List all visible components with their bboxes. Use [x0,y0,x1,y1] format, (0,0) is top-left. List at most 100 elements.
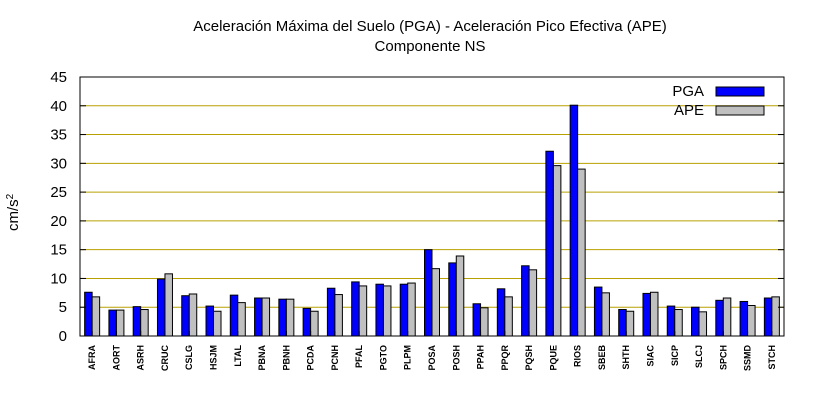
bar-pga-afra [84,291,93,337]
y-tick-label: 10 [50,270,67,287]
bar-ape-slcj [698,311,708,337]
x-tick-label: PPAH [476,345,486,369]
bar-ape-afra [91,296,101,337]
y-tick-label: 25 [50,184,67,201]
bar-pga-plpm [399,283,409,337]
bar-pga-ltal [229,294,239,337]
y-axis-label-exponent: 2 [5,193,16,199]
x-axis-ticks: AFRA AORT ASRH CRUC CSLG HSJM LTAL PBNA PBNH PCDA… [87,331,777,371]
x-tick-label: AFRA [87,345,97,370]
y-axis-ticks: 0 5 10 15 20 25 30 35 40 45 [50,69,784,345]
x-tick-label: CSLG [184,345,194,370]
bar-pga-posh [448,262,457,337]
x-tick-label: PCDA [306,345,316,371]
bar-ape-posh [455,255,465,337]
bar-pga-cslg [181,295,190,337]
y-tick-label: 45 [50,69,67,86]
legend-swatch-ape [715,105,765,116]
x-tick-label: STCH [767,345,777,370]
bar-ape-pcda [310,310,319,337]
bar-pga-pgto [375,283,384,337]
bar-ape-pfal [358,285,368,337]
bar-ape-pbna [261,297,271,337]
x-tick-label: POSH [451,345,461,371]
bar-ape-stch [771,296,780,337]
bar-pga-ssmd [739,300,749,337]
x-tick-label: LTAL [233,344,243,366]
x-tick-label: POSA [427,345,437,371]
bar-ape-shth [625,310,635,337]
x-tick-label: SLCJ [694,345,704,368]
bar-pga-pfal [351,281,360,337]
bar-ape-cruc [164,273,173,337]
bar-pga-ppah [472,303,482,337]
legend: PGA APE [672,83,765,119]
bar-ape-posa [431,268,440,337]
bar-pga-rios [569,104,579,337]
x-tick-label: CRUC [160,345,170,371]
y-axis-label: cm/s2 [5,193,23,231]
bar-ape-sbeb [601,292,610,337]
x-tick-label: PLPM [403,345,413,370]
x-tick-label: PGTO [378,345,388,370]
bar-pga-stch [763,297,773,337]
y-tick-label: 5 [59,299,67,316]
y-tick-label: 40 [50,98,67,115]
bar-pga-aort [108,309,117,337]
bar-ape-pcnh [334,294,343,337]
bar-pga-shth [618,309,627,337]
x-tick-label: SPCH [718,345,728,370]
bar-ape-spch [722,297,732,337]
x-tick-label: PQUE [548,345,558,371]
x-tick-label: SSMD [743,345,753,372]
bar-pga-asrh [132,306,142,337]
bar-ape-pbnh [285,298,295,337]
x-tick-label: SIAC [645,345,655,367]
bar-pga-ppqr [496,288,506,337]
bar-ape-plpm [407,282,416,337]
bar-ape-aort [115,309,125,337]
y-axis-label-text: cm/s [5,199,22,231]
x-tick-label: PBNH [281,345,291,371]
bar-pga-posa [424,249,433,337]
bar-pga-sicp [666,305,676,337]
bar-ape-ppqr [504,296,513,337]
x-tick-label: PBNA [257,345,267,371]
legend-swatch-pga [715,86,765,97]
x-tick-label: PPQR [500,345,510,371]
x-tick-label: HSJM [209,345,219,370]
bar-pga-spch [715,299,724,337]
bar-ape-ssmd [747,304,756,337]
x-tick-label: ASRH [136,345,146,371]
y-tick-label: 20 [50,213,67,230]
y-tick-label: 15 [50,242,67,259]
bar-pga-pbna [254,297,263,337]
x-tick-label: PQSH [524,345,534,371]
bar-pga-siac [642,292,651,337]
bar-pga-slcj [691,306,700,337]
bar-pga-pcnh [326,287,336,337]
chart-title: Aceleración Máxima del Suelo (PGA) - Ace… [193,18,667,35]
x-tick-label: PCNH [330,345,340,371]
x-tick-label: SICP [670,345,680,366]
bar-ape-hsjm [213,310,222,337]
bar-ape-siac [649,291,659,337]
bar-ape-ltal [237,302,246,337]
y-tick-label: 0 [59,328,67,345]
bar-ape-cslg [188,293,198,337]
x-tick-label: RIOS [573,345,583,367]
legend-label-pga: PGA [672,83,704,100]
bar-pga-pque [545,150,554,337]
legend-label-ape: APE [674,102,704,119]
x-tick-label: PFAL [354,345,364,369]
bar-ape-rios [577,168,586,337]
bar-ape-sicp [674,309,683,337]
bar-pga-hsjm [205,305,215,337]
bar-ape-ppah [480,307,489,337]
bar-pga-sbeb [593,286,603,337]
bar-ape-pgto [382,285,392,337]
bar-ape-pque [552,165,562,337]
bar-pga-cruc [156,278,166,337]
bar-ape-asrh [140,309,149,337]
